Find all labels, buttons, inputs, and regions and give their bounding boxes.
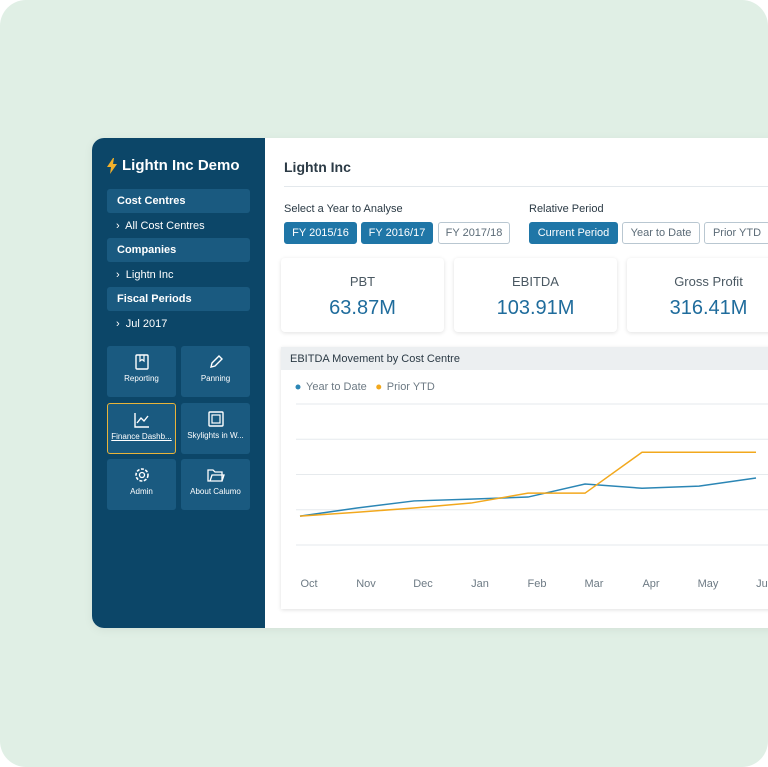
tile-label: Admin — [130, 487, 153, 496]
x-tick-label: Nov — [356, 578, 376, 590]
nav-item-label: All Cost Centres — [125, 220, 205, 232]
x-tick-label: Apr — [642, 578, 659, 590]
legend-marker — [376, 384, 382, 390]
period-button[interactable]: Year to Date — [622, 222, 700, 244]
x-tick-label: May — [698, 578, 719, 590]
period-button[interactable]: Prior YTD — [704, 222, 768, 244]
kpi-card: PBT 63.87M — [281, 258, 444, 332]
x-tick-label: Oct — [300, 578, 317, 590]
series-line — [299, 477, 757, 517]
x-tick-label: Dec — [413, 578, 433, 590]
section-header[interactable]: Cost Centres — [107, 189, 250, 213]
section-header[interactable]: Fiscal Periods — [107, 287, 250, 311]
tile[interactable]: Finance Dashb... — [107, 403, 176, 454]
year-button[interactable]: FY 2017/18 — [438, 222, 510, 244]
tile-label: Panning — [200, 374, 231, 383]
nav-item[interactable]: › Jul 2017 — [116, 318, 168, 330]
kpi-card: Gross Profit 316.41M — [627, 258, 768, 332]
page-title: Lightn Inc — [284, 159, 351, 175]
tile[interactable]: Reporting — [107, 346, 176, 397]
legend-label: Year to Date — [306, 381, 367, 393]
bolt-icon — [107, 157, 117, 174]
nav-item-label: Jul 2017 — [125, 318, 168, 330]
filter-label: Select a Year to Analyse — [284, 203, 403, 215]
x-tick-label: Mar — [585, 578, 604, 590]
tile[interactable]: Admin — [107, 459, 176, 510]
brand-name: Lightn Inc Demo — [122, 157, 240, 174]
chart-header — [281, 347, 768, 370]
tile[interactable]: Skylights in W... — [181, 403, 250, 454]
x-tick-label: Feb — [528, 578, 547, 590]
kpi-value: 103.91M — [496, 297, 575, 319]
x-tick-label: Jun — [756, 578, 768, 590]
year-button[interactable]: FY 2016/17 — [361, 222, 433, 244]
sidebar: Lightn Inc Demo Cost Centres › All Cost … — [92, 138, 265, 628]
chart-title: EBITDA Movement by Cost Centre — [290, 353, 460, 365]
filter-label: Relative Period — [529, 203, 604, 215]
year-button[interactable]: FY 2015/16 — [284, 222, 357, 244]
nav-item-label: Lightn Inc — [125, 269, 174, 281]
tile-label: Skylights in W... — [187, 431, 244, 440]
app-window: Lightn Inc Demo Cost Centres › All Cost … — [92, 138, 768, 628]
kpi-label: PBT — [349, 274, 376, 289]
tile[interactable]: About Calumo — [181, 459, 250, 510]
nav-item[interactable]: › Lightn Inc — [116, 269, 174, 281]
main-panel: Lightn Inc Select a Year to Analyse FY 2… — [265, 138, 768, 628]
tile-label: Reporting — [124, 374, 159, 383]
kpi-value: 316.41M — [669, 297, 748, 319]
tile-label: Finance Dashb... — [111, 432, 172, 441]
kpi-value: 63.87M — [329, 297, 396, 319]
section-header[interactable]: Companies — [107, 238, 250, 262]
divider — [284, 186, 768, 187]
kpi-card: EBITDA 103.91M — [454, 258, 617, 332]
brand: Lightn Inc Demo — [106, 157, 240, 174]
legend-marker — [295, 384, 301, 390]
tile[interactable]: Panning — [181, 346, 250, 397]
chart-panel: EBITDA Movement by Cost Centre Oct Nov Dec… — [281, 347, 768, 609]
nav-item[interactable]: › All Cost Centres — [116, 220, 205, 232]
series-line — [299, 451, 756, 517]
legend-label: Prior YTD — [387, 381, 435, 393]
kpi-label: Gross Profit — [674, 274, 743, 289]
x-tick-label: Jan — [471, 578, 489, 590]
period-button[interactable]: Current Period — [529, 222, 618, 244]
tile-label: About Calumo — [190, 487, 241, 496]
kpi-label: EBITDA — [512, 274, 559, 289]
